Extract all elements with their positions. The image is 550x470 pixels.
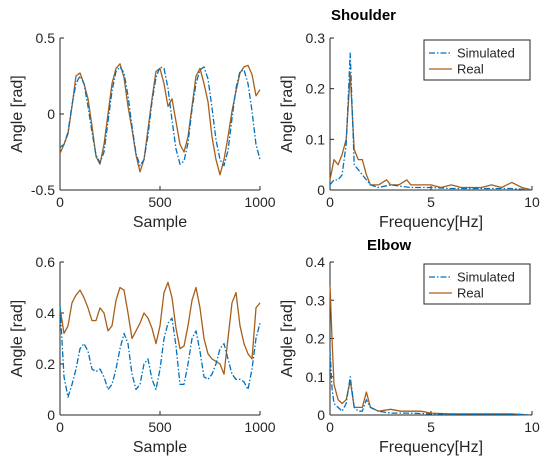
x-axis-label: Frequency[Hz] <box>379 439 483 456</box>
series-line-real <box>59 281 261 375</box>
x-tick-label: 5 <box>427 419 435 435</box>
chart-elbow-time: 0 500 1000 0 0.2 0.4 0.6 Sample Angle [rad] <box>9 254 276 456</box>
y-tick-label: 0.2 <box>306 81 326 97</box>
y-tick-label: 0.2 <box>306 331 326 347</box>
y-tick-label: 0 <box>317 407 325 423</box>
y-tick-label: 0.3 <box>306 30 326 46</box>
y-axis-label: Angle [rad] <box>279 75 296 152</box>
x-tick-label: 10 <box>524 194 540 210</box>
x-axis-label: Sample <box>133 439 187 456</box>
x-tick-label: 0 <box>56 194 64 210</box>
x-axis-label: Sample <box>133 214 187 231</box>
y-tick-label: 0.3 <box>306 292 326 308</box>
legend-box <box>423 263 531 305</box>
legend-box <box>423 39 531 81</box>
y-tick-label: 0 <box>47 407 55 423</box>
x-tick-label: 1000 <box>244 419 275 435</box>
y-tick-label: 0.5 <box>36 30 56 46</box>
x-tick-label: 5 <box>427 194 435 210</box>
y-tick-label: 0.2 <box>36 356 56 372</box>
x-tick-label: 0 <box>326 194 334 210</box>
y-axis-label: Angle [rad] <box>279 300 296 377</box>
legend-label-simulated: Simulated <box>457 270 515 285</box>
y-tick-label: 0.1 <box>306 369 326 385</box>
chart-shoulder-frequency: 0 5 10 0 0.1 0.2 0.3 Frequency[Hz] Angle [rad] Si… <box>279 30 540 231</box>
x-tick-label: 500 <box>148 194 172 210</box>
series-line-simulated <box>329 349 533 416</box>
legend-label-real: Real <box>457 62 484 77</box>
series-line-simulated <box>59 305 261 398</box>
series-line-simulated <box>329 52 533 191</box>
y-tick-label: 0 <box>317 182 325 198</box>
y-tick-label: 0.6 <box>36 254 56 270</box>
shoulder-title: Shoulder <box>331 7 396 24</box>
x-axis-label: Frequency[Hz] <box>379 214 483 231</box>
x-tick-label: 0 <box>326 419 334 435</box>
x-tick-label: 10 <box>524 419 540 435</box>
legend-label-simulated: Simulated <box>457 46 515 61</box>
chart-elbow-frequency: 0 5 10 0 0.1 0.2 0.3 0.4 Frequency[Hz] Angle [rad… <box>279 254 540 456</box>
y-tick-label: 0.1 <box>306 131 326 147</box>
series-line-real <box>329 72 533 191</box>
y-tick-label: 0.4 <box>36 305 56 321</box>
legend-label-real: Real <box>457 286 484 301</box>
y-tick-label: 0 <box>47 106 55 122</box>
y-tick-label: -0.5 <box>31 182 55 198</box>
y-tick-label: 0.4 <box>306 254 326 270</box>
x-tick-label: 0 <box>56 419 64 435</box>
y-axis-label: Angle [rad] <box>9 75 26 152</box>
x-tick-label: 1000 <box>244 194 275 210</box>
x-tick-label: 500 <box>148 419 172 435</box>
elbow-title: Elbow <box>367 237 411 254</box>
y-axis-label: Angle [rad] <box>9 300 26 377</box>
series-line-simulated <box>59 66 261 167</box>
